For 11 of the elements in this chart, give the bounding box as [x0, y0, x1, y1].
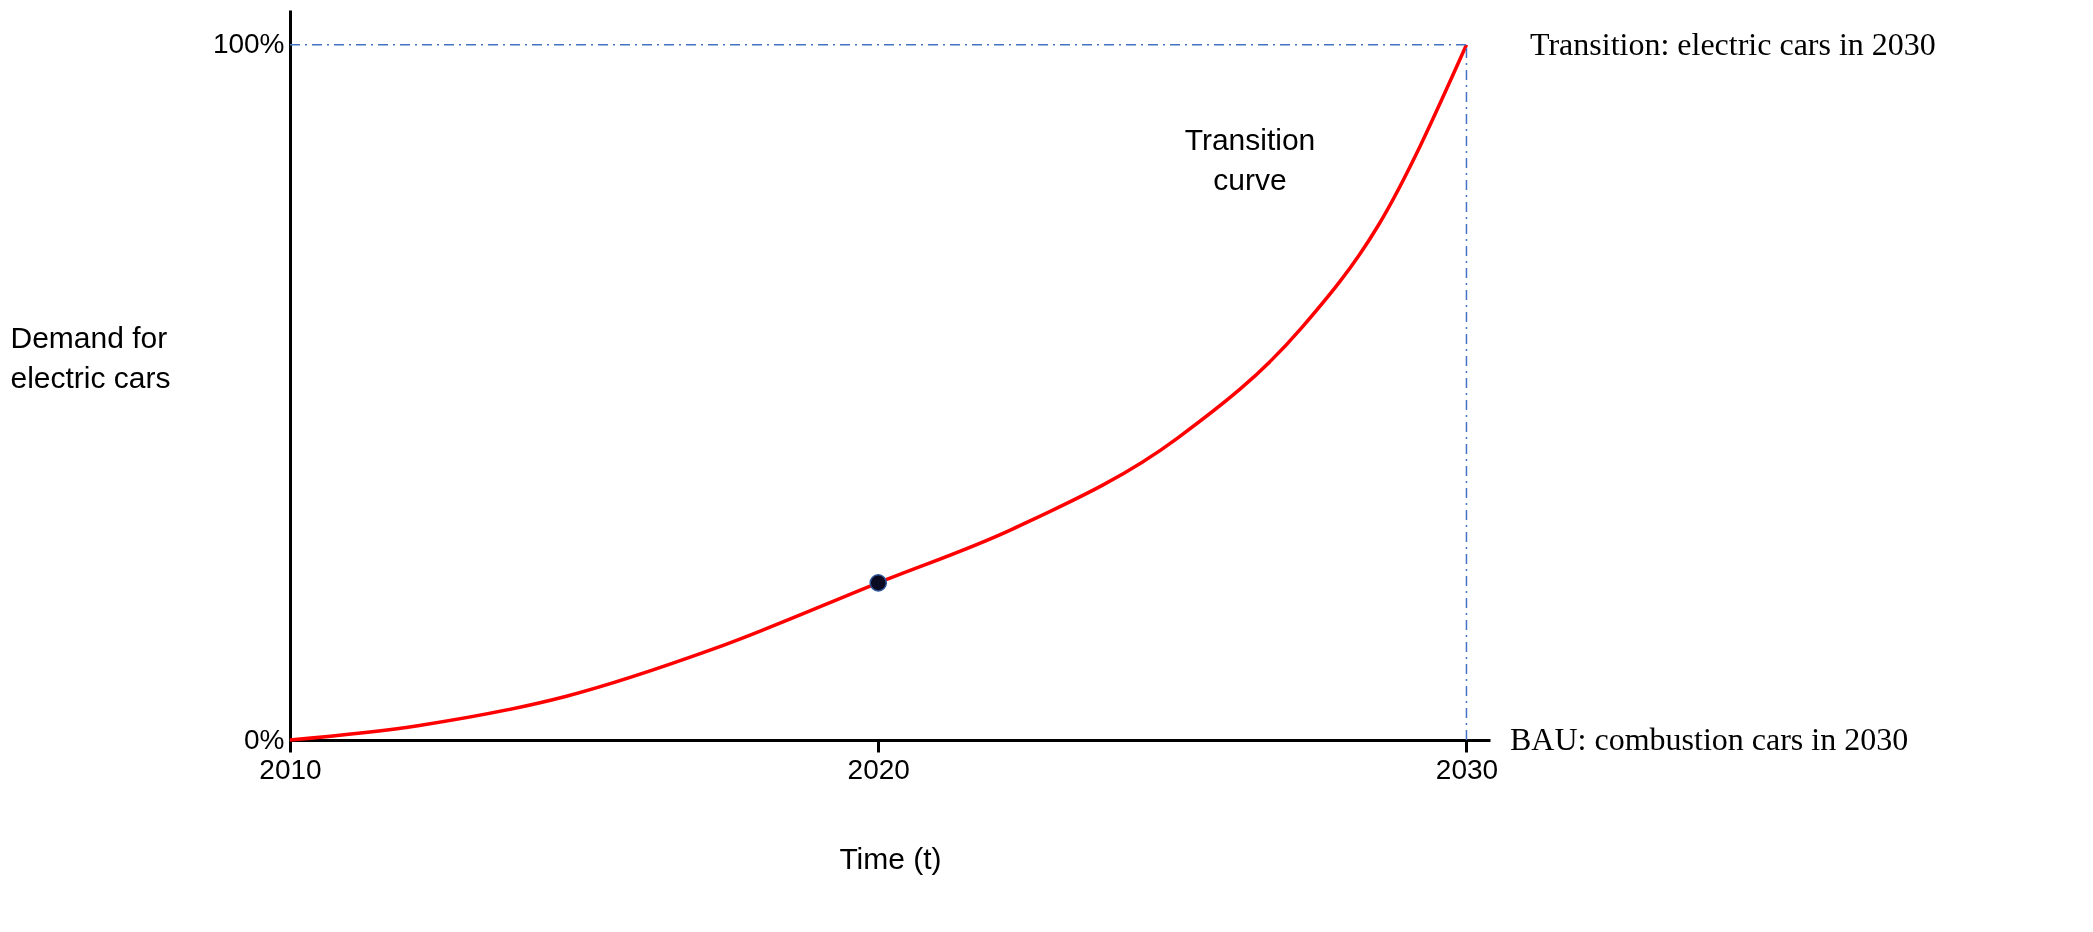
line-series: [288, 43, 1469, 742]
ref-line-label: Transition: electric cars in 2030: [1530, 25, 1936, 62]
x-tick-label: 2020: [847, 753, 910, 785]
x-axis-title: Time (t): [839, 841, 942, 875]
annotation: Transition curve: [1184, 123, 1316, 197]
x-tick-label: 2030: [1435, 753, 1499, 785]
y-axis-title: Demand for electric cars: [10, 321, 171, 394]
y-tick-label: 100%: [212, 28, 285, 60]
y-tick-label: 0%: [244, 723, 285, 755]
x-tick-label: 2010: [259, 753, 322, 785]
text: BAU: combustion cars in 2030: [1510, 721, 1909, 757]
